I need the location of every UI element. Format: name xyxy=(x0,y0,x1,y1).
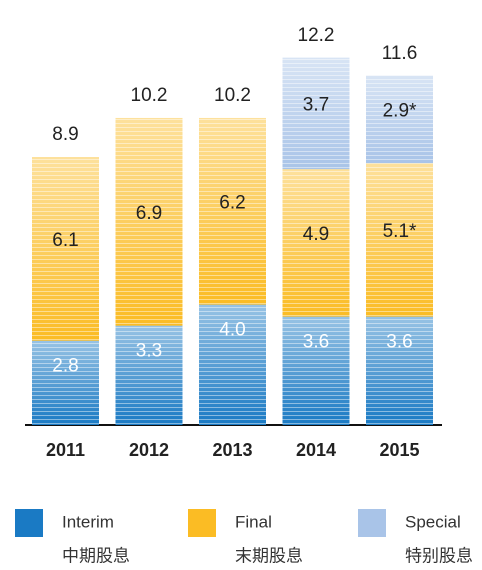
legend-label-cn: 特别股息 xyxy=(405,546,473,565)
value-label: 2.9* xyxy=(383,101,417,122)
x-tick-label: 2014 xyxy=(296,440,336,460)
total-label: 12.2 xyxy=(298,25,335,46)
bar-stripes xyxy=(282,169,350,317)
legend-label-cn: 中期股息 xyxy=(62,546,130,565)
total-label: 10.2 xyxy=(214,85,251,106)
bar-stripes xyxy=(32,157,99,341)
bar-stripes xyxy=(115,325,183,425)
legend-label: Final xyxy=(235,512,272,531)
value-label: 4.0 xyxy=(219,320,245,341)
value-label: 4.9 xyxy=(303,224,329,245)
bar-stripes xyxy=(282,316,350,425)
legend-label: Interim xyxy=(62,512,114,531)
legend-label: Special xyxy=(405,512,461,531)
total-label: 8.9 xyxy=(52,124,78,145)
total-label: 10.2 xyxy=(131,85,168,106)
bar-stripes xyxy=(199,117,266,305)
value-label: 3.3 xyxy=(136,341,162,362)
bar-stripes xyxy=(199,304,266,425)
bar-stripes xyxy=(366,316,433,425)
x-tick-label: 2015 xyxy=(379,440,419,460)
bar-stripes xyxy=(32,340,99,425)
value-label: 6.9 xyxy=(136,203,162,224)
x-tick-label: 2012 xyxy=(129,440,169,460)
legend-swatch xyxy=(15,509,43,537)
legend-label-cn: 末期股息 xyxy=(235,546,303,565)
value-label: 3.7 xyxy=(303,94,329,115)
value-label: 3.6 xyxy=(386,332,412,353)
value-label: 6.1 xyxy=(52,230,78,251)
bar-stripes xyxy=(366,163,433,317)
value-label: 3.6 xyxy=(303,332,329,353)
legend-swatch xyxy=(188,509,216,537)
value-label: 5.1* xyxy=(383,221,417,242)
value-label: 6.2 xyxy=(219,192,245,213)
bar-stripes xyxy=(282,57,350,170)
bar-stripes xyxy=(366,75,433,164)
x-tick-label: 2011 xyxy=(46,440,85,460)
total-label: 11.6 xyxy=(382,43,418,64)
bar-stripes xyxy=(115,117,183,326)
legend-swatch xyxy=(358,509,386,537)
x-tick-label: 2013 xyxy=(212,440,252,460)
value-label: 2.8 xyxy=(52,356,78,377)
